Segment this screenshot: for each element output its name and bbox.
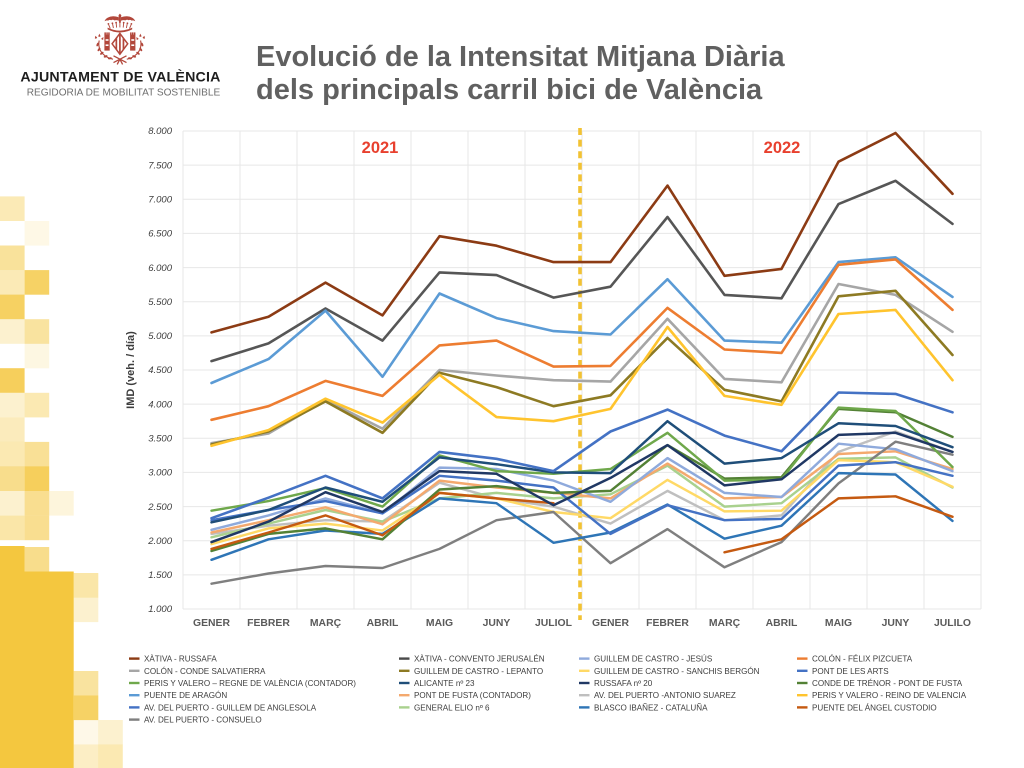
svg-text:ABRIL: ABRIL	[766, 618, 798, 629]
svg-text:JULIOL: JULIOL	[535, 618, 573, 629]
svg-text:PONT DE LES ARTS: PONT DE LES ARTS	[812, 667, 889, 676]
svg-text:JULILO: JULILO	[934, 618, 971, 629]
svg-text:6.500: 6.500	[148, 229, 172, 240]
svg-text:5.000: 5.000	[148, 331, 172, 342]
svg-text:COLÓN - CONDE SALVATIERRA: COLÓN - CONDE SALVATIERRA	[144, 667, 266, 676]
svg-text:3.500: 3.500	[148, 434, 172, 445]
svg-text:4.500: 4.500	[148, 365, 172, 376]
svg-text:GUILLEM DE CASTRO - LEPANTO: GUILLEM DE CASTRO - LEPANTO	[414, 667, 543, 676]
svg-text:REGIDORIA DE MOBILITAT SOSTENI: REGIDORIA DE MOBILITAT SOSTENIBLE	[27, 88, 221, 99]
svg-text:ALICANTE nº 23: ALICANTE nº 23	[414, 679, 475, 688]
svg-text:XÀTIVA - CONVENTO JERUSALÉN: XÀTIVA - CONVENTO JERUSALÉN	[414, 655, 545, 664]
svg-text:1.000: 1.000	[148, 604, 172, 615]
svg-text:1.500: 1.500	[148, 570, 172, 581]
svg-text:Evolució de la Intensitat Mitj: Evolució de la Intensitat Mitjana Diària	[256, 41, 785, 73]
svg-text:GENER: GENER	[193, 618, 230, 629]
svg-text:ABRIL: ABRIL	[367, 618, 399, 629]
svg-text:MARÇ: MARÇ	[310, 618, 342, 629]
svg-text:MARÇ: MARÇ	[709, 618, 741, 629]
svg-text:MAIG: MAIG	[825, 618, 852, 629]
svg-text:FEBRER: FEBRER	[646, 618, 689, 629]
svg-text:FEBRER: FEBRER	[247, 618, 290, 629]
svg-text:7.500: 7.500	[148, 160, 172, 171]
svg-text:GENER: GENER	[592, 618, 629, 629]
svg-text:PUENTE DEL ÁNGEL CUSTODIO: PUENTE DEL ÁNGEL CUSTODIO	[812, 703, 937, 712]
svg-text:6.000: 6.000	[148, 263, 172, 274]
svg-text:RUSSAFA nº 20: RUSSAFA nº 20	[594, 679, 653, 688]
svg-text:4.000: 4.000	[148, 399, 172, 410]
svg-text:IMD (veh. / día): IMD (veh. / día)	[125, 331, 137, 409]
svg-text:2.000: 2.000	[147, 536, 172, 547]
svg-text:JUNY: JUNY	[483, 618, 511, 629]
svg-text:dels principals carril bici de: dels principals carril bici de València	[256, 74, 763, 106]
svg-text:PUENTE DE ARAGÓN: PUENTE DE ARAGÓN	[144, 691, 227, 700]
svg-text:2021: 2021	[362, 139, 399, 157]
svg-text:AV. DEL PUERTO -ANTONIO SUAREZ: AV. DEL PUERTO -ANTONIO SUAREZ	[594, 691, 736, 700]
svg-text:3.000: 3.000	[148, 468, 172, 479]
svg-text:5.500: 5.500	[148, 297, 172, 308]
svg-text:AV. DEL PUERTO - GUILLEM DE AN: AV. DEL PUERTO - GUILLEM DE ANGLESOLA	[144, 703, 317, 712]
svg-text:XÀTIVA - RUSSAFA: XÀTIVA - RUSSAFA	[144, 655, 217, 664]
svg-text:8.000: 8.000	[148, 126, 172, 137]
svg-text:GUILLEM DE CASTRO - JESÚS: GUILLEM DE CASTRO - JESÚS	[594, 655, 713, 664]
svg-text:PONT DE FUSTA (CONTADOR): PONT DE FUSTA (CONTADOR)	[414, 691, 531, 700]
svg-text:MAIG: MAIG	[426, 618, 453, 629]
svg-text:JUNY: JUNY	[882, 618, 910, 629]
svg-text:2022: 2022	[764, 139, 801, 157]
svg-text:BLASCO IBAÑEZ - CATALUÑA: BLASCO IBAÑEZ - CATALUÑA	[594, 703, 708, 712]
svg-text:2.500: 2.500	[147, 502, 172, 513]
svg-text:GENERAL ELIO nº 6: GENERAL ELIO nº 6	[414, 703, 490, 712]
svg-text:CONDE DE TRÉNOR - PONT DE FUST: CONDE DE TRÉNOR - PONT DE FUSTA	[812, 679, 963, 688]
svg-text:7.000: 7.000	[148, 195, 172, 206]
svg-text:PERIS Y VALERO - REINO DE VALE: PERIS Y VALERO - REINO DE VALENCIA	[812, 691, 967, 700]
svg-text:PERIS Y VALERO – REGNE DE VALÈ: PERIS Y VALERO – REGNE DE VALÈNCIA (CONT…	[144, 679, 356, 688]
svg-text:COLÓN - FÉLIX PIZCUETA: COLÓN - FÉLIX PIZCUETA	[812, 655, 913, 664]
svg-text:AJUNTAMENT DE VALÈNCIA: AJUNTAMENT DE VALÈNCIA	[20, 69, 220, 86]
svg-text:AV. DEL PUERTO - CONSUELO: AV. DEL PUERTO - CONSUELO	[144, 716, 262, 725]
svg-text:GUILLEM DE CASTRO - SANCHIS BE: GUILLEM DE CASTRO - SANCHIS BERGÓN	[594, 667, 760, 676]
